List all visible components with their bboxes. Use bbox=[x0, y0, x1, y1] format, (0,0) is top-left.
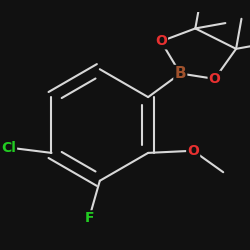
Text: O: O bbox=[187, 144, 199, 158]
Text: O: O bbox=[209, 72, 220, 86]
Text: F: F bbox=[84, 211, 94, 225]
Text: Cl: Cl bbox=[1, 140, 16, 154]
Text: O: O bbox=[155, 34, 167, 48]
Text: B: B bbox=[174, 66, 186, 81]
